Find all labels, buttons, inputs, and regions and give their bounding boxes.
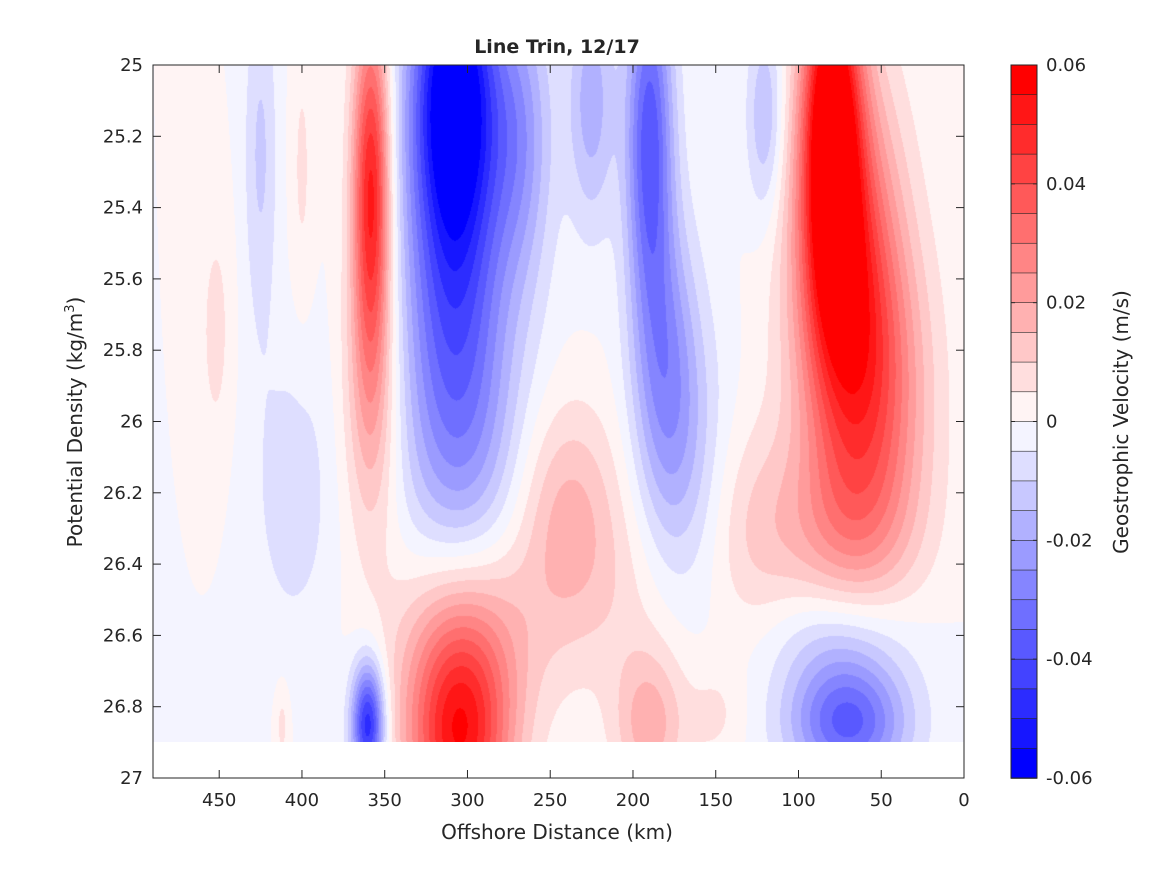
y-tick-label: 25 [120,55,143,76]
colorbar-band [1010,272,1038,304]
colorbar-band [1010,332,1038,363]
x-tick-label: 400 [285,790,319,811]
colorbar-tick-label: 0.04 [1046,174,1086,195]
x-axis-label: Offshore Distance (km) [441,820,673,844]
y-axis-ticks: 25 25.2 25.4 25.6 25.8 26 26.2 26.4 26.6 26.8 27 [103,55,964,789]
y-tick-label: 25.6 [103,269,143,290]
colorbar-tick-label: 0.06 [1046,55,1086,76]
y-axis-label: Potential Density (kg/m3) [63,297,87,548]
x-tick-label: 150 [699,790,733,811]
colorbar-band [1010,510,1038,542]
y-tick-label: 25.8 [103,340,143,361]
colorbar-band [1010,302,1038,334]
colorbar-band [1010,183,1038,215]
colorbar-band [1010,629,1038,660]
colorbar-band [1010,718,1038,750]
y-axis-label-main: Potential Density (kg/m [63,313,87,548]
colorbar-tick-label: -0.02 [1046,530,1093,551]
x-tick-label: 200 [616,790,650,811]
colorbar-band [1010,361,1038,393]
y-tick-label: 27 [120,768,143,789]
colorbar-tick-label: -0.04 [1046,649,1093,670]
y-tick-label: 26.6 [103,625,143,646]
y-tick-label: 25.2 [103,126,143,147]
colorbar-band [1010,153,1038,185]
colorbar-band [1010,688,1038,720]
y-tick-label: 26.8 [103,697,143,718]
y-tick-label: 26.2 [103,483,143,504]
colorbar [1010,64,1038,779]
x-tick-label: 300 [450,790,484,811]
velocity-contour-image [153,65,964,742]
colorbar-band [1010,421,1038,453]
x-tick-label: 0 [958,790,969,811]
colorbar-band [1010,540,1038,571]
colorbar-band [1010,242,1038,274]
colorbar-band [1010,213,1038,245]
colorbar-tick-label: 0 [1046,412,1057,433]
y-tick-label: 26.4 [103,554,143,575]
x-tick-label: 350 [368,790,402,811]
colorbar-ticks: -0.06 -0.04 -0.02 0 0.02 0.04 0.06 [1011,55,1093,789]
colorbar-band [1010,747,1038,779]
colorbar-label: Geostrophic Velocity (m/s) [1109,290,1133,554]
colorbar-band [1010,450,1038,482]
y-axis-label-close: ) [63,297,87,305]
y-axis-label-superscript: 3 [63,304,78,312]
x-axis-ticks: 450 400 350 300 250 200 150 100 50 0 [202,65,970,811]
colorbar-band [1010,64,1038,96]
y-tick-label: 25.4 [103,198,143,219]
x-tick-label: 100 [781,790,815,811]
colorbar-band [1010,391,1038,423]
colorbar-tick-label: -0.06 [1046,768,1093,789]
x-tick-label: 250 [533,790,567,811]
y-tick-label: 26 [120,412,143,433]
colorbar-band [1010,658,1038,690]
colorbar-band [1010,480,1038,512]
colorbar-band [1010,599,1038,631]
velocity-field [153,65,964,742]
chart-title: Line Trin, 12/17 [474,36,640,58]
colorbar-band [1010,569,1038,601]
x-tick-label: 450 [202,790,236,811]
colorbar-band [1010,94,1038,126]
colorbar-tick-label: 0.02 [1046,293,1086,314]
colorbar-band [1010,124,1038,155]
x-tick-label: 50 [870,790,893,811]
